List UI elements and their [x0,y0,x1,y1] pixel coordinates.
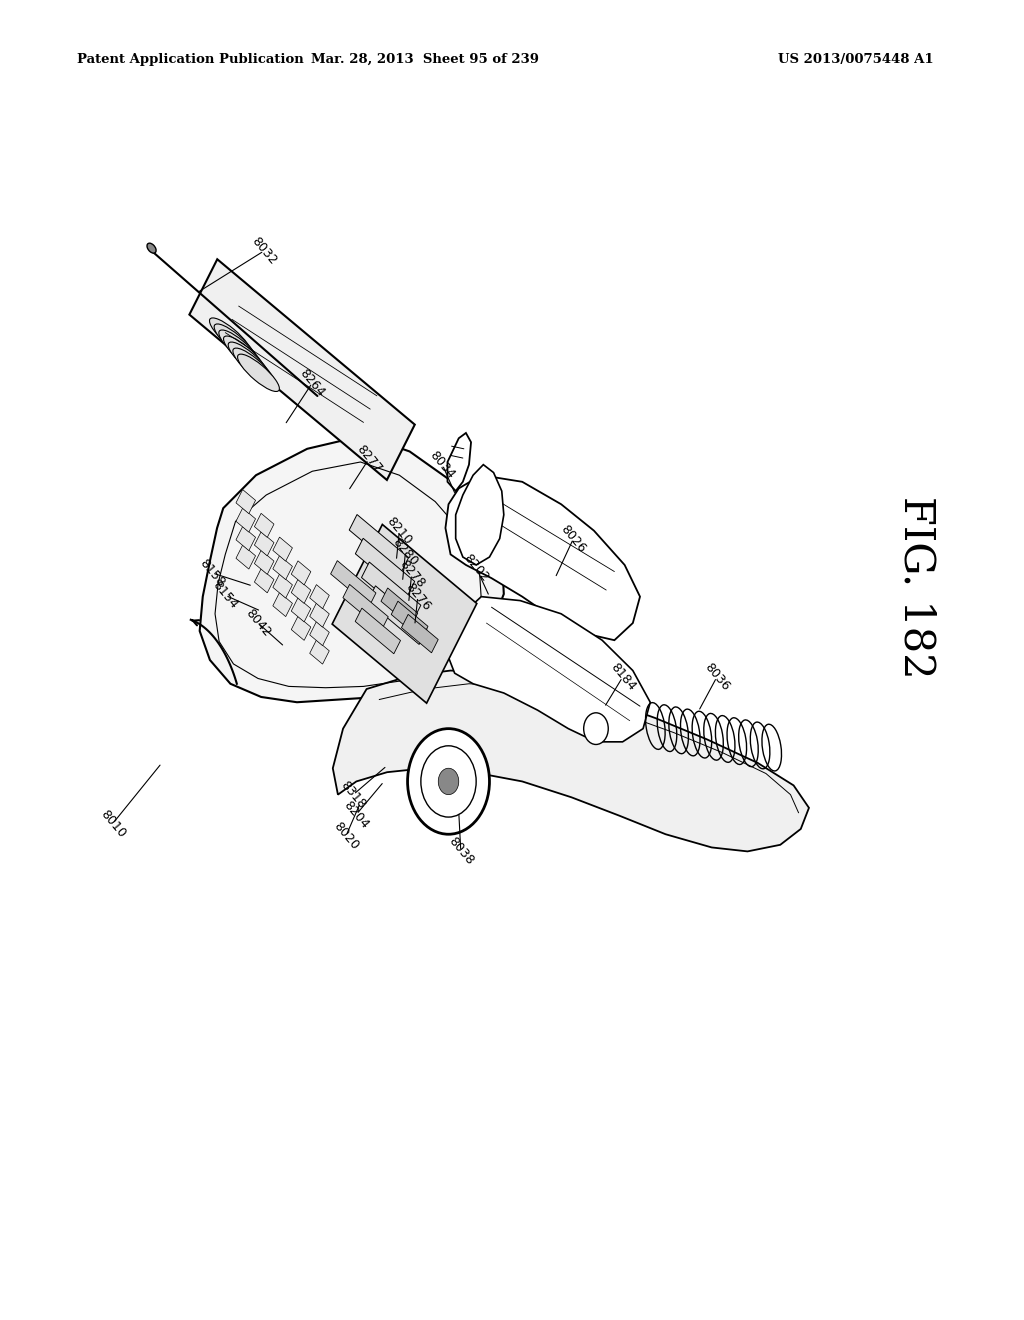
Ellipse shape [421,746,476,817]
Polygon shape [272,556,293,579]
Polygon shape [332,524,477,704]
Polygon shape [401,614,438,653]
Text: 8032: 8032 [249,235,280,267]
Polygon shape [368,586,427,644]
Text: 8020: 8020 [331,820,361,851]
Polygon shape [236,508,256,532]
Text: 8034: 8034 [427,449,458,480]
Polygon shape [309,640,330,664]
Polygon shape [361,562,421,620]
Polygon shape [349,515,409,573]
Polygon shape [291,561,311,585]
Text: 8042: 8042 [243,607,273,639]
Text: 8154: 8154 [210,579,241,611]
Text: 8038: 8038 [445,836,476,867]
Polygon shape [291,598,311,622]
Polygon shape [272,593,293,616]
Polygon shape [309,622,330,645]
Polygon shape [355,609,400,653]
Polygon shape [355,539,415,597]
Text: 8026: 8026 [558,523,589,554]
Polygon shape [200,436,504,702]
Text: 8276: 8276 [402,581,433,612]
Polygon shape [456,465,504,565]
Polygon shape [309,585,330,609]
Text: 8158: 8158 [197,557,227,589]
Polygon shape [331,561,376,606]
Text: 8264: 8264 [297,367,328,399]
Ellipse shape [438,768,459,795]
Polygon shape [272,574,293,598]
Text: US 2013/0075448 A1: US 2013/0075448 A1 [778,53,934,66]
Polygon shape [449,597,650,742]
Polygon shape [272,537,293,561]
Ellipse shape [238,354,280,392]
Ellipse shape [210,318,251,355]
Polygon shape [291,579,311,603]
Polygon shape [236,490,256,513]
Polygon shape [333,671,809,851]
Polygon shape [391,601,428,640]
Text: 8184: 8184 [607,661,638,693]
Polygon shape [189,259,415,480]
Ellipse shape [408,729,489,834]
Polygon shape [381,587,418,627]
Ellipse shape [228,342,270,379]
Text: FIG. 182: FIG. 182 [895,496,938,678]
Polygon shape [447,433,471,491]
Polygon shape [254,532,274,556]
Text: 8202: 8202 [461,552,492,583]
Text: 8277: 8277 [353,444,384,475]
Text: 8318: 8318 [338,779,369,810]
Text: 8280: 8280 [390,536,421,568]
Ellipse shape [219,330,261,367]
Polygon shape [236,545,256,569]
Polygon shape [254,569,274,593]
Polygon shape [343,585,388,630]
Text: 8010: 8010 [97,808,128,840]
Text: 8210: 8210 [384,515,415,546]
Ellipse shape [147,243,156,253]
Text: 8204: 8204 [341,799,372,830]
Text: Patent Application Publication: Patent Application Publication [77,53,303,66]
Ellipse shape [584,713,608,744]
Polygon shape [254,550,274,574]
Text: 8036: 8036 [701,661,732,693]
Polygon shape [445,475,640,640]
Ellipse shape [214,323,256,362]
Polygon shape [291,616,311,640]
Ellipse shape [223,337,265,374]
Ellipse shape [232,348,274,385]
Polygon shape [254,513,274,537]
Text: 8278: 8278 [396,558,427,590]
Polygon shape [309,603,330,627]
Text: Mar. 28, 2013  Sheet 95 of 239: Mar. 28, 2013 Sheet 95 of 239 [311,53,539,66]
Polygon shape [236,527,256,550]
